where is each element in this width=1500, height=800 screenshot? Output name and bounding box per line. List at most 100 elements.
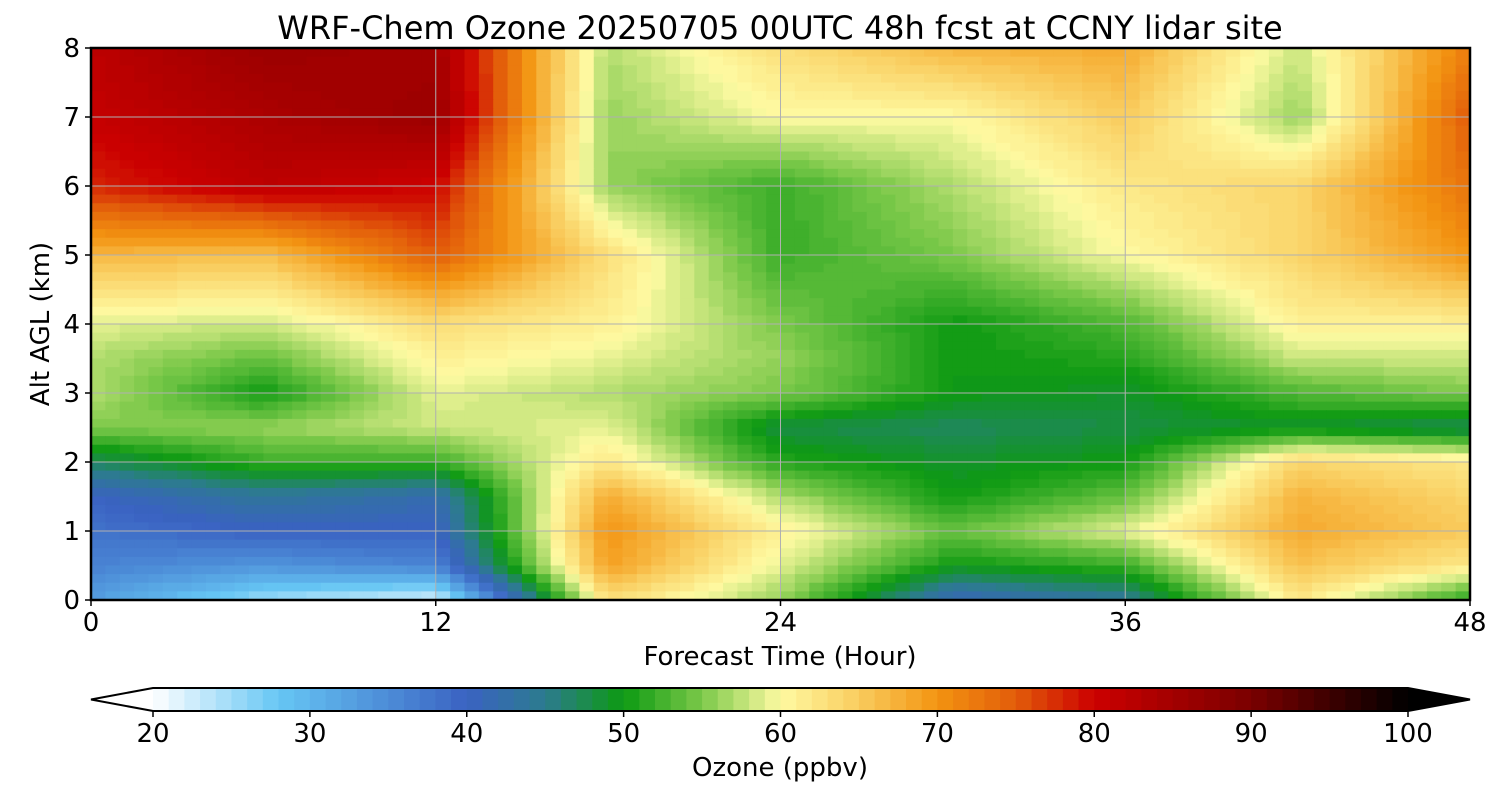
heatmap-cell [780,384,796,394]
heatmap-cell [1168,393,1184,403]
heatmap-cell [1053,418,1069,429]
heatmap-cell [478,280,494,291]
heatmap-cell [1010,263,1026,273]
heatmap-cell [1383,211,1399,222]
heatmap-cell [837,393,853,403]
heatmap-cell [320,186,336,196]
heatmap-cell [134,487,150,498]
heatmap-cell [435,315,451,325]
heatmap-cell [766,65,782,75]
heatmap-cell [450,289,466,299]
heatmap-cell [162,48,178,58]
heatmap-cell [852,418,868,429]
heatmap-cell [967,436,983,446]
heatmap-cell [378,272,394,282]
heatmap-cell [1455,168,1470,178]
heatmap-cell [1283,410,1299,420]
heatmap-cell [881,186,897,196]
heatmap-cell [320,91,336,101]
heatmap-cell [1197,410,1213,420]
heatmap-cell [91,470,106,480]
heatmap-cell [1197,367,1213,377]
heatmap-cell [622,65,638,75]
heatmap-cell [306,410,322,420]
heatmap-cell [1369,462,1385,472]
heatmap-cell [450,73,466,84]
heatmap-cell [507,375,523,385]
heatmap-cell [1082,349,1098,360]
heatmap-cell [162,324,178,334]
heatmap-cell [421,220,437,230]
heatmap-cell [608,82,624,92]
heatmap-cell [1311,125,1327,135]
heatmap-cell [924,177,940,187]
heatmap-cell [895,470,911,480]
heatmap-cell [464,255,480,265]
heatmap-cell [320,479,336,489]
heatmap-cell [967,211,983,222]
heatmap-cell [1082,255,1098,265]
heatmap-cell [1283,436,1299,446]
heatmap-cell [1412,56,1428,66]
heatmap-cell [1268,142,1284,153]
heatmap-cell [91,177,106,187]
heatmap-cell [119,444,135,454]
heatmap-cell [1153,125,1169,135]
heatmap-cell [1225,229,1241,239]
heatmap-cell [708,142,724,153]
heatmap-cell [1125,117,1141,127]
heatmap-cell [148,375,164,385]
heatmap-cell [651,220,667,230]
heatmap-cell [1240,151,1256,161]
heatmap-cell [493,315,509,325]
heatmap-cell [780,151,796,161]
heatmap-cell [1039,272,1055,282]
heatmap-cell [1326,367,1342,377]
heatmap-cell [881,375,897,385]
heatmap-cell [335,160,351,170]
heatmap-cell [550,306,566,316]
heatmap-cell [1139,237,1155,247]
heatmap-cell [809,375,825,385]
heatmap-cell [392,91,408,101]
heatmap-cell [378,134,394,144]
heatmap-cell [1426,410,1442,420]
heatmap-cell [249,211,264,222]
heatmap-cell [809,65,825,75]
heatmap-cell [737,436,753,446]
heatmap-cell [766,384,782,394]
heatmap-cell [1355,341,1371,351]
heatmap-cell [608,220,624,230]
heatmap-cell [766,134,782,144]
heatmap-cell [737,280,753,291]
heatmap-cell [1125,453,1141,463]
heatmap-cell [306,142,322,153]
heatmap-cell [1283,186,1299,196]
heatmap-cell [521,203,537,213]
heatmap-cell [335,367,351,377]
heatmap-cell [622,56,638,66]
heatmap-cell [679,229,695,239]
heatmap-cell [507,462,523,472]
heatmap-cell [1355,211,1371,222]
heatmap-cell [1340,418,1356,429]
heatmap-cell [478,401,494,411]
heatmap-cell [306,125,322,135]
heatmap-cell [622,194,638,204]
heatmap-cell [91,263,106,273]
heatmap-cell [1182,255,1198,265]
heatmap-cell [105,444,121,454]
heatmap-cell [938,177,954,187]
heatmap-cell [1369,289,1385,299]
heatmap-cell [636,393,652,403]
heatmap-cell [766,341,782,351]
heatmap-cell [967,375,983,385]
heatmap-cell [1067,211,1083,222]
heatmap-cell [1326,237,1342,247]
heatmap-cell [1398,436,1414,446]
heatmap-cell [694,393,710,403]
heatmap-cell [924,315,940,325]
heatmap-cell [751,220,767,230]
heatmap-cell [407,168,422,178]
heatmap-cell [335,324,351,334]
